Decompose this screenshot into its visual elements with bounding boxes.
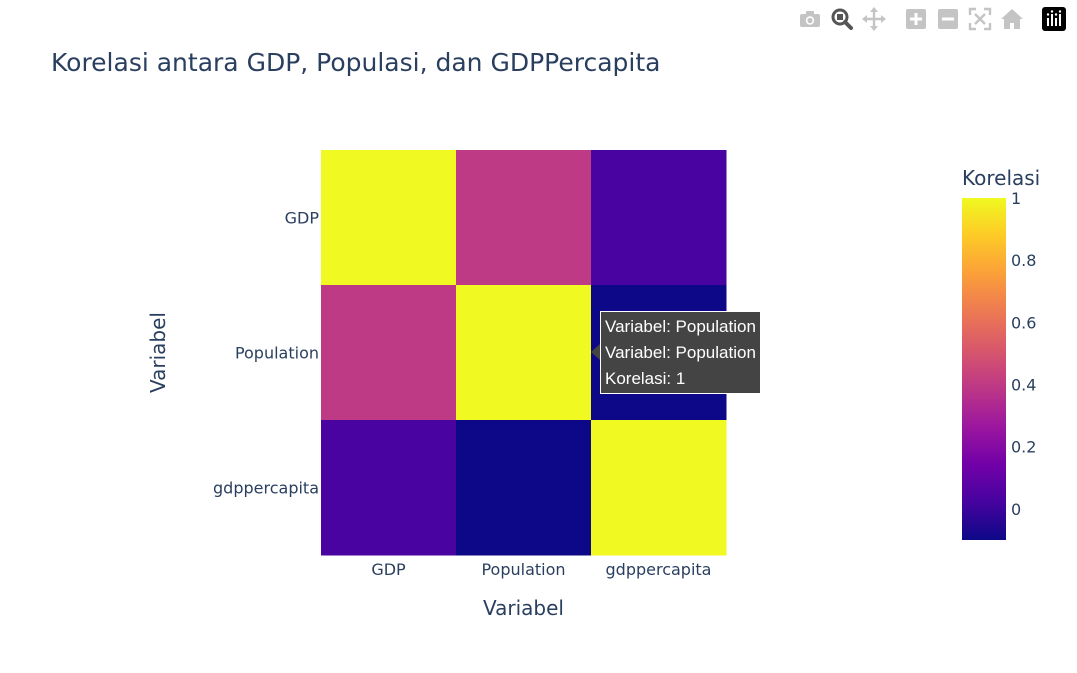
reset-axes-button[interactable] (997, 6, 1027, 32)
tooltip-line-y: Variabel: Population (605, 343, 756, 362)
colorbar-tick-label: 0 (1011, 500, 1021, 519)
colorbar-tick-label: 0.4 (1011, 376, 1036, 395)
heatmap-cell[interactable] (321, 150, 457, 286)
heatmap-cell[interactable] (456, 150, 592, 286)
colorbar-tick-label: 0.6 (1011, 313, 1036, 332)
x-tick-label: Population (481, 560, 565, 579)
colorbar-tick-label: 1 (1011, 189, 1021, 208)
y-axis-title: Variabel (146, 312, 170, 393)
colorbar-tick-label: 0.8 (1011, 251, 1036, 270)
download-plot-button[interactable] (795, 6, 825, 32)
chart-title: Korelasi antara GDP, Populasi, dan GDPPe… (51, 48, 661, 77)
colorbar-title: Korelasi (962, 166, 1040, 190)
zoom-icon (831, 8, 853, 30)
zoom-button[interactable] (827, 6, 857, 32)
zoom-out-button[interactable] (933, 6, 963, 32)
plus-square-icon (905, 8, 927, 30)
x-axis-title: Variabel (483, 596, 564, 620)
x-tick-label: GDP (371, 560, 406, 579)
heatmap-cell[interactable] (456, 285, 592, 421)
heatmap-cell[interactable] (456, 420, 592, 556)
camera-icon (799, 10, 821, 28)
colorbar-tick-label: 0.2 (1011, 438, 1036, 457)
heatmap-cell[interactable] (591, 150, 727, 286)
colorbar (962, 198, 1006, 540)
tooltip-line-value: Korelasi: 1 (605, 369, 686, 388)
home-icon (1000, 8, 1024, 30)
plotly-logo-icon (1042, 7, 1066, 31)
modebar (795, 6, 1069, 32)
tooltip-line-x: Variabel: Population (605, 317, 756, 336)
y-tick-label: Population (235, 344, 319, 363)
pan-icon (862, 7, 886, 31)
y-tick-label: gdppercapita (213, 479, 319, 498)
hover-tooltip: Variabel: Population Variabel: Populatio… (600, 311, 761, 394)
heatmap-cell[interactable] (321, 285, 457, 421)
heatmap-cell[interactable] (591, 420, 727, 556)
tooltip-arrow (591, 343, 601, 361)
pan-button[interactable] (859, 6, 889, 32)
minus-square-icon (937, 8, 959, 30)
zoom-in-button[interactable] (901, 6, 931, 32)
autoscale-icon (968, 7, 992, 31)
heatmap-cell[interactable] (321, 420, 457, 556)
plotly-logo-button[interactable] (1039, 6, 1069, 32)
autoscale-button[interactable] (965, 6, 995, 32)
y-tick-label: GDP (285, 209, 320, 228)
x-tick-label: gdppercapita (606, 560, 712, 579)
